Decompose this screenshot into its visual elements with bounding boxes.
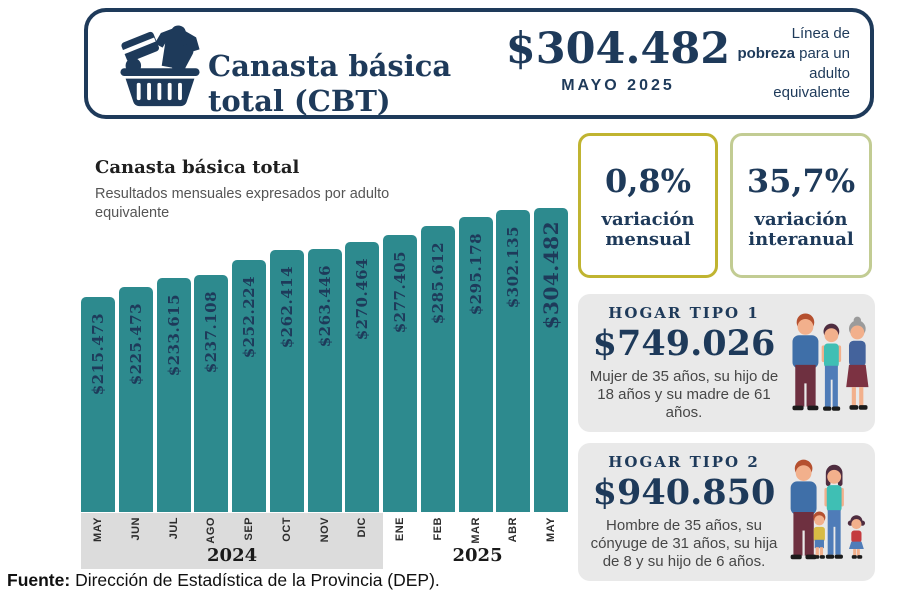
monthly-variation-label: variación mensual — [601, 208, 695, 250]
shopping-basket-icon — [110, 21, 210, 107]
bar-7-dic: $270.464 — [345, 242, 380, 512]
monthly-variation-box: 0,8% variación mensual — [578, 133, 718, 278]
page-title-line1: Canasta básica — [208, 49, 452, 84]
month-label-7-dic: DIC — [356, 517, 369, 538]
header-value-block: $304.482 MAYO 2025 — [478, 24, 758, 95]
header-box: Canasta básica total (CBT) $304.482 MAYO… — [84, 8, 874, 119]
month-label-2-jul: JUL — [167, 517, 180, 540]
page-title: Canasta básica total (CBT) — [208, 49, 451, 117]
monthly-variation-value: 0,8% — [604, 161, 692, 200]
month-label-6-nov: NOV — [318, 517, 331, 543]
month-label-4-sep: SEP — [243, 517, 256, 541]
bar-value-label: $295.178 — [466, 233, 485, 316]
month-label-9-feb: FEB — [431, 517, 444, 541]
chart-title: Canasta básica total — [95, 156, 300, 178]
bar-value-label: $270.464 — [353, 258, 372, 341]
bar-value-label: $277.405 — [391, 251, 410, 334]
bar-6-nov: $263.446 — [307, 249, 342, 512]
year-band-2024 — [81, 513, 384, 569]
month-label-11-abr: ABR — [507, 517, 520, 543]
bar-12-may: $304.482 — [534, 208, 569, 512]
bar-10-mar: $295.178 — [458, 217, 493, 512]
bar-8-ene: $277.405 — [383, 235, 418, 512]
bar-9-feb: $285.612 — [420, 226, 455, 512]
bar-1-jun: $225.473 — [118, 287, 153, 512]
household-2-title: HOGAR TIPO 2 — [608, 453, 760, 472]
cbt-period: MAYO 2025 — [561, 77, 675, 95]
poverty-line-note: Línea de pobreza para un adulto equivale… — [732, 12, 850, 115]
bar-value-label: $225.473 — [126, 303, 145, 386]
household-1-title: HOGAR TIPO 1 — [608, 304, 760, 323]
bar-value-label: $285.612 — [428, 242, 447, 325]
month-label-0-may: MAY — [92, 517, 104, 542]
household-1-value: $749.026 — [592, 323, 776, 365]
note-bold: pobreza — [737, 44, 795, 62]
chart-subtitle: Resultados mensuales expresados por adul… — [95, 185, 390, 222]
bar-value-label: $215.473 — [89, 313, 107, 396]
family-illustration-three-people — [786, 303, 874, 423]
household-type-2-card: HOGAR TIPO 2 $940.850 Hombre de 35 años,… — [578, 443, 875, 581]
bar-value-label: $233.615 — [164, 294, 183, 377]
bar-value-label: $237.108 — [202, 291, 221, 374]
household-2-description: Hombre de 35 años, su cónyuge de 31 años… — [590, 517, 778, 570]
bar-value-label: $302.135 — [504, 226, 523, 309]
month-label-5-oct: OCT — [280, 517, 293, 542]
year-label-2024: 2024 — [207, 545, 258, 566]
page-title-line2: total (CBT) — [208, 83, 391, 118]
source-label: Fuente: — [7, 570, 71, 590]
bar-11-abr: $302.135 — [496, 210, 531, 512]
month-label-3-ago: AGO — [205, 517, 218, 544]
yearly-variation-label: variación interanual — [748, 208, 854, 250]
bar-value-label: $304.482 — [539, 221, 564, 330]
cbt-current-value: $304.482 — [505, 24, 731, 74]
month-axis: 2024 2025 MAY JUN JUL AGO SEP OCT NOV DIC ENE FEB MA… — [81, 513, 572, 569]
bar-chart: $215.473 $225.473 $233.615 $237.108 $252.224… — [81, 205, 572, 512]
bar-value-label: $263.446 — [315, 265, 334, 348]
yearly-variation-box: 35,7% variación interanual — [730, 133, 872, 278]
month-label-1-jun: JUN — [129, 517, 142, 541]
bar-4-sep: $252.224 — [232, 260, 267, 512]
year-label-2025: 2025 — [452, 545, 503, 566]
bar-value-label: $252.224 — [240, 276, 259, 359]
household-1-description: Mujer de 35 años, su hijo de 18 años y s… — [589, 368, 779, 421]
bar-value-label: $262.414 — [277, 266, 296, 349]
source-note: Fuente: Dirección de Estadística de la P… — [7, 570, 440, 591]
household-2-value: $940.850 — [592, 472, 776, 514]
bar-2-jul: $233.615 — [156, 278, 191, 512]
month-label-8-ene: ENE — [394, 517, 407, 542]
bar-3-ago: $237.108 — [194, 275, 229, 512]
month-label-10-mar: MAR — [469, 517, 482, 544]
note-post: para un adulto equivalente — [773, 44, 850, 102]
yearly-variation-value: 35,7% — [746, 161, 856, 200]
family-illustration-four-people — [786, 452, 874, 572]
month-label-12-may: MAY — [545, 517, 558, 542]
source-text: Dirección de Estadística de la Provincia… — [70, 570, 440, 590]
bar-5-oct: $262.414 — [269, 250, 304, 512]
note-pre: Línea de — [791, 24, 850, 42]
bar-0-may: $215.473 — [81, 297, 115, 512]
household-type-1-card: HOGAR TIPO 1 $749.026 Mujer de 35 años, … — [578, 294, 875, 432]
